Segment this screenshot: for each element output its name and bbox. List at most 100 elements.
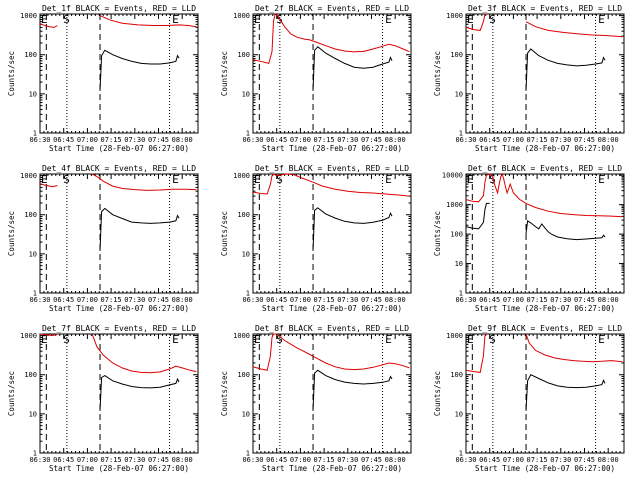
x-tick-label: 06:30 bbox=[242, 456, 263, 464]
x-tick-label: 07:00 bbox=[503, 456, 524, 464]
y-tick-label: 1000 bbox=[20, 12, 37, 20]
x-tick-label: 06:30 bbox=[29, 136, 50, 144]
y-tick-label: 1 bbox=[33, 130, 37, 138]
x-tick-label: 07:00 bbox=[77, 136, 98, 144]
plot-frame bbox=[465, 173, 625, 294]
series-line-lld bbox=[99, 15, 197, 28]
x-tick-label: 07:30 bbox=[124, 296, 145, 304]
x-axis-label: Start Time (28-Feb-07 06:27:00) bbox=[49, 304, 189, 313]
series-line-lld bbox=[525, 333, 623, 363]
x-tick-label: 06:30 bbox=[242, 136, 263, 144]
time-marker-e: E bbox=[254, 13, 261, 26]
time-marker-e: E bbox=[385, 173, 392, 186]
series-line-events bbox=[99, 207, 180, 251]
time-marker-e: E bbox=[254, 173, 261, 186]
panel-title: Det_3f BLACK = Events, RED = LLD bbox=[468, 4, 622, 13]
x-tick-label: 06:30 bbox=[29, 456, 50, 464]
series-line-lld bbox=[252, 13, 410, 65]
plot-frame bbox=[39, 173, 199, 294]
detector-panel-4f: Det_4f BLACK = Events, RED = LLD 1 10 100 10… bbox=[7, 164, 199, 313]
series-line-lld bbox=[39, 23, 58, 28]
x-tick-label: 07:00 bbox=[290, 296, 311, 304]
y-tick-label: 100 bbox=[450, 231, 463, 239]
panel-title: Det_5f BLACK = Events, RED = LLD bbox=[255, 164, 409, 173]
y-tick-label: 100 bbox=[24, 51, 37, 59]
time-marker-e: E bbox=[467, 173, 474, 186]
x-axis-label: Start Time (28-Feb-07 06:27:00) bbox=[49, 464, 189, 473]
y-tick-label: 1 bbox=[246, 130, 250, 138]
x-tick-label: 07:30 bbox=[337, 296, 358, 304]
series-line-events bbox=[525, 48, 606, 91]
x-axis-label: Start Time (28-Feb-07 06:27:00) bbox=[262, 304, 402, 313]
x-tick-label: 06:45 bbox=[53, 456, 74, 464]
x-tick-label: 07:45 bbox=[148, 456, 169, 464]
x-tick-label: 07:30 bbox=[550, 136, 571, 144]
x-tick-label: 08:00 bbox=[598, 296, 619, 304]
y-tick-label: 1 bbox=[246, 290, 250, 298]
series-line-events bbox=[99, 375, 180, 411]
x-tick-label: 07:30 bbox=[550, 296, 571, 304]
y-tick-label: 10 bbox=[29, 410, 37, 418]
x-tick-label: 07:45 bbox=[361, 296, 382, 304]
x-axis-label: Start Time (28-Feb-07 06:27:00) bbox=[49, 144, 189, 153]
time-marker-s: S bbox=[489, 13, 496, 26]
time-marker-e: E bbox=[172, 333, 179, 346]
time-marker-e: E bbox=[385, 13, 392, 26]
x-tick-label: 08:00 bbox=[598, 456, 619, 464]
x-tick-label: 07:15 bbox=[527, 456, 548, 464]
y-tick-label: 1000 bbox=[20, 172, 37, 180]
time-marker-s: S bbox=[276, 173, 283, 186]
y-tick-label: 10 bbox=[455, 260, 463, 268]
y-axis-label: Counts/sec bbox=[220, 211, 229, 256]
x-tick-label: 07:15 bbox=[101, 456, 122, 464]
plot-frame bbox=[252, 333, 412, 454]
x-tick-label: 06:45 bbox=[479, 136, 500, 144]
y-axis-label: Counts/sec bbox=[433, 211, 442, 256]
x-axis-label: Start Time (28-Feb-07 06:27:00) bbox=[262, 144, 402, 153]
x-tick-label: 08:00 bbox=[172, 136, 193, 144]
panel-title: Det_1f BLACK = Events, RED = LLD bbox=[42, 4, 196, 13]
panel-title: Det_2f BLACK = Events, RED = LLD bbox=[255, 4, 409, 13]
detector-panel-2f: Det_2f BLACK = Events, RED = LLD 1 10 100 10… bbox=[220, 4, 412, 153]
panel-title: Det_4f BLACK = Events, RED = LLD bbox=[42, 164, 196, 173]
series-line-lld bbox=[465, 13, 487, 31]
time-marker-e: E bbox=[467, 333, 474, 346]
plot-frame bbox=[252, 13, 412, 134]
y-tick-label: 1000 bbox=[233, 12, 250, 20]
x-tick-label: 06:30 bbox=[455, 456, 476, 464]
detector-panel-9f: Det_9f BLACK = Events, RED = LLD 1 10 100 10… bbox=[433, 324, 625, 473]
x-tick-label: 06:45 bbox=[479, 456, 500, 464]
series-line-lld bbox=[91, 173, 197, 191]
x-tick-label: 08:00 bbox=[385, 456, 406, 464]
x-tick-label: 07:45 bbox=[574, 456, 595, 464]
y-axis-label: Counts/sec bbox=[7, 211, 16, 256]
x-tick-label: 06:30 bbox=[29, 296, 50, 304]
x-tick-label: 08:00 bbox=[385, 136, 406, 144]
detector-panel-5f: Det_5f BLACK = Events, RED = LLD 1 10 100 10… bbox=[220, 164, 412, 313]
x-tick-label: 07:30 bbox=[124, 456, 145, 464]
panel-title: Det_9f BLACK = Events, RED = LLD bbox=[468, 324, 622, 333]
y-tick-label: 1000 bbox=[20, 332, 37, 340]
series-line-events bbox=[99, 49, 180, 91]
y-axis-label: Counts/sec bbox=[220, 51, 229, 96]
panel-title: Det_7f BLACK = Events, RED = LLD bbox=[42, 324, 196, 333]
time-marker-s: S bbox=[276, 333, 283, 346]
time-marker-s: S bbox=[63, 13, 70, 26]
y-tick-label: 10 bbox=[455, 410, 463, 418]
x-axis-label: Start Time (28-Feb-07 06:27:00) bbox=[262, 464, 402, 473]
x-tick-label: 07:45 bbox=[148, 296, 169, 304]
y-tick-label: 1 bbox=[246, 450, 250, 458]
x-axis-label: Start Time (28-Feb-07 06:27:00) bbox=[475, 464, 615, 473]
y-tick-label: 10 bbox=[242, 250, 250, 258]
x-tick-label: 06:45 bbox=[266, 456, 287, 464]
y-tick-label: 100 bbox=[450, 371, 463, 379]
y-tick-label: 1000 bbox=[446, 332, 463, 340]
y-tick-label: 1 bbox=[459, 290, 463, 298]
detector-panel-6f: Det_6f BLACK = Events, RED = LLD 1 10 100 10… bbox=[433, 164, 625, 313]
series-line-lld bbox=[525, 21, 623, 38]
x-tick-label: 07:45 bbox=[148, 136, 169, 144]
detector-panel-3f: Det_3f BLACK = Events, RED = LLD 1 10 100 10… bbox=[433, 4, 625, 153]
y-axis-label: Counts/sec bbox=[433, 51, 442, 96]
time-marker-s: S bbox=[489, 333, 496, 346]
